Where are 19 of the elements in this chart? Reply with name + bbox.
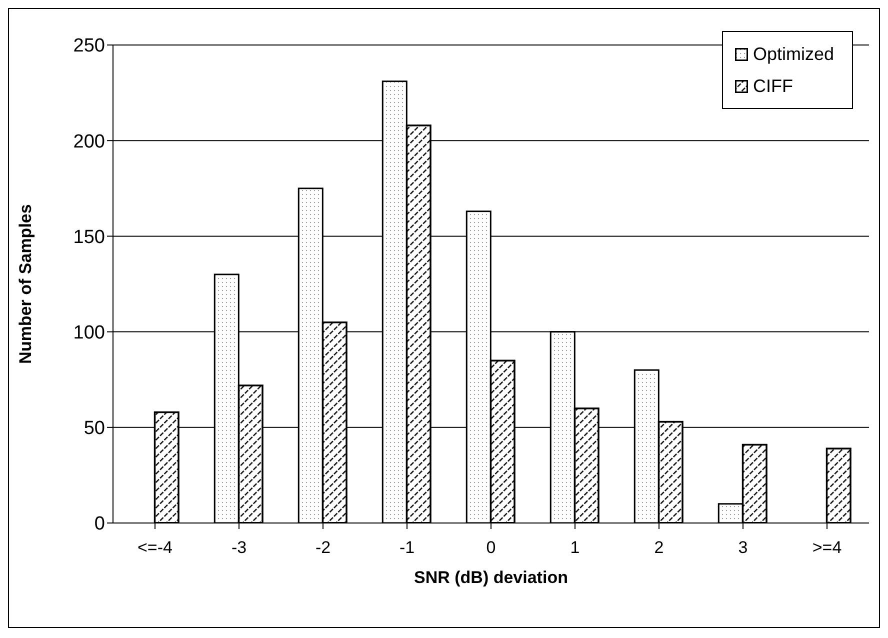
x-tick-label: 1 xyxy=(570,538,580,558)
x-tick-label: 0 xyxy=(486,538,496,558)
legend-label: CIFF xyxy=(752,75,793,98)
x-tick-label: 2 xyxy=(654,538,664,558)
x-tick-label: -2 xyxy=(315,538,331,558)
y-axis-title: Number of Samples xyxy=(16,204,36,364)
x-axis-title: SNR (dB) deviation xyxy=(414,568,568,587)
y-tick-label: 200 xyxy=(73,131,105,152)
x-tick-label: 3 xyxy=(738,538,748,558)
legend-label: Optimized xyxy=(752,43,834,66)
y-tick-label: 50 xyxy=(84,418,105,440)
x-tick-label: -3 xyxy=(231,538,247,558)
y-tick-label: 0 xyxy=(94,514,105,535)
y-tick-label: 150 xyxy=(73,226,105,248)
y-tick-label: 250 xyxy=(73,36,105,57)
y-tick-label: 100 xyxy=(73,322,105,344)
x-tick-label: >=4 xyxy=(812,538,842,558)
x-tick-label: <=-4 xyxy=(138,538,172,558)
x-tick-label: -1 xyxy=(399,538,415,558)
